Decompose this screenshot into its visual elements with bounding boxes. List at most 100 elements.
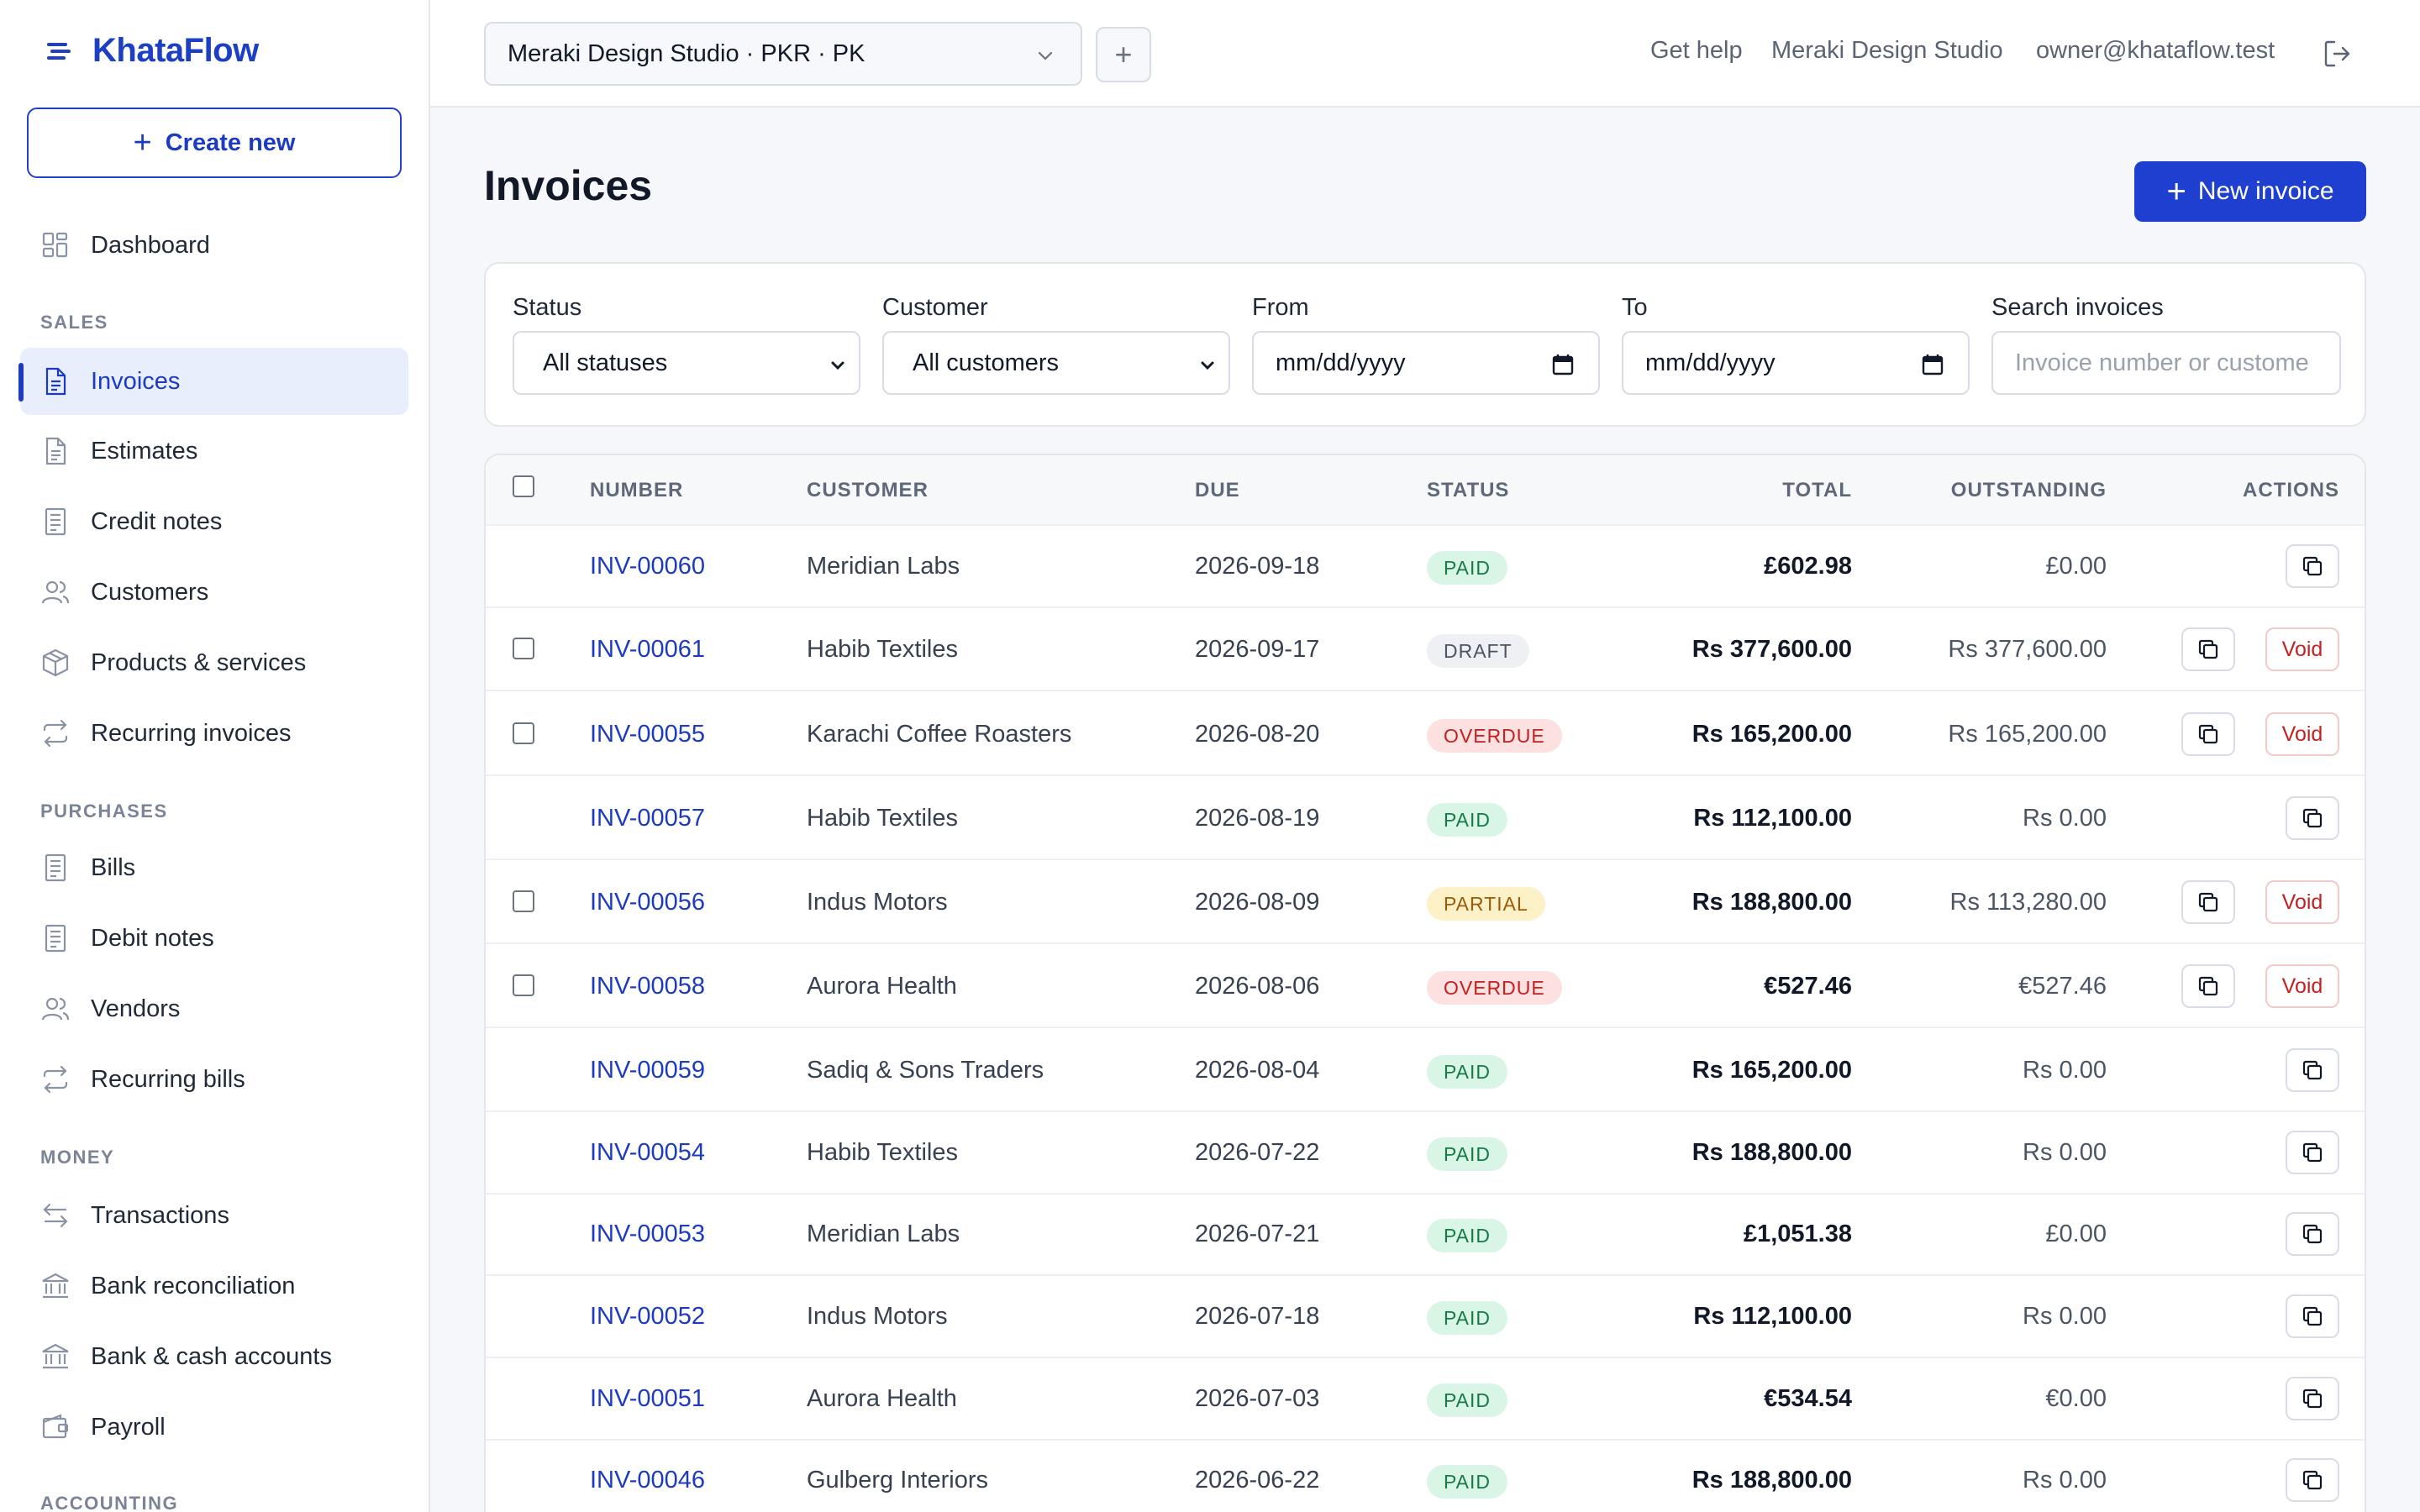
invoice-number-link[interactable]: INV-00054 (590, 1139, 706, 1166)
invoice-number-link[interactable]: INV-00046 (590, 1467, 706, 1494)
void-invoice-button[interactable]: Void (2265, 964, 2339, 1008)
brand[interactable]: KhataFlow (44, 32, 259, 70)
status-badge: OVERDUE (1427, 719, 1562, 753)
from-date-value: mm/dd/yyyy (1276, 349, 1406, 376)
calendar-icon[interactable] (1551, 353, 1575, 376)
sidebar-item-credit-notes[interactable]: Credit notes (20, 488, 408, 555)
customer-filter-value: All customers (913, 349, 1060, 376)
from-date-label: From (1252, 294, 1309, 321)
status-badge: PAID (1427, 1301, 1507, 1335)
invoice-number-link[interactable]: INV-00052 (590, 1303, 706, 1330)
sidebar-item-transactions[interactable]: Transactions (20, 1182, 408, 1249)
transfer-arrows-icon (43, 1203, 68, 1228)
user-email-link[interactable]: owner@khataflow.test (2036, 37, 2275, 64)
customer-name: Karachi Coffee Roasters (807, 721, 1072, 748)
sidebar-item-label: Payroll (91, 1413, 166, 1441)
duplicate-invoice-button[interactable] (2286, 1048, 2339, 1092)
to-date-input[interactable]: mm/dd/yyyy (1622, 331, 1970, 395)
invoice-outstanding: Rs 0.00 (2023, 1057, 2107, 1084)
invoice-number-link[interactable]: INV-00060 (590, 553, 706, 580)
sidebar-item-dashboard[interactable]: Dashboard (20, 212, 408, 279)
row-select-checkbox[interactable] (513, 890, 534, 912)
invoice-number-link[interactable]: INV-00058 (590, 973, 706, 1000)
sidebar-item-vendors[interactable]: Vendors (20, 975, 408, 1042)
column-header-total[interactable]: TOTAL (1782, 479, 1852, 501)
table-row: INV-00061 Habib Textiles 2026-09-17 DRAFT Rs… (486, 609, 2365, 691)
receipt-icon (45, 924, 66, 953)
dashboard-icon (42, 232, 68, 258)
search-label: Search invoices (1991, 294, 2164, 321)
invoice-number-link[interactable]: INV-00051 (590, 1385, 706, 1412)
column-header-outstanding[interactable]: OUTSTANDING (1950, 479, 2107, 501)
row-select-checkbox[interactable] (513, 638, 534, 659)
search-placeholder: Invoice number or custome (2015, 349, 2309, 376)
sidebar-item-recurring-invoices[interactable]: Recurring invoices (20, 700, 408, 767)
sidebar-item-payroll[interactable]: Payroll (20, 1394, 408, 1461)
column-header-due[interactable]: DUE (1195, 479, 1240, 501)
sidebar-item-products-services[interactable]: Products & services (20, 629, 408, 696)
duplicate-invoice-button[interactable] (2286, 1377, 2339, 1420)
sidebar-item-invoices[interactable]: Invoices (18, 348, 408, 415)
customer-filter-label: Customer (882, 294, 988, 321)
void-invoice-button[interactable]: Void (2265, 627, 2339, 671)
invoice-number-link[interactable]: INV-00055 (590, 721, 706, 748)
get-help-link[interactable]: Get help (1650, 37, 1743, 64)
duplicate-invoice-button[interactable] (2181, 880, 2235, 924)
row-select-checkbox[interactable] (513, 974, 534, 996)
sidebar-item-recurring-bills[interactable]: Recurring bills (20, 1046, 408, 1113)
sidebar-item-customers[interactable]: Customers (20, 559, 408, 626)
create-new-button[interactable]: + Create new (27, 108, 402, 178)
duplicate-invoice-button[interactable] (2181, 627, 2235, 671)
sidebar-item-estimates[interactable]: Estimates (20, 417, 408, 485)
duplicate-invoice-button[interactable] (2286, 796, 2339, 840)
status-badge: PAID (1427, 1383, 1507, 1417)
column-header-status[interactable]: STATUS (1427, 479, 1510, 501)
bank-icon (42, 1343, 69, 1369)
invoice-outstanding: Rs 0.00 (2023, 1139, 2107, 1166)
sidebar-item-bills[interactable]: Bills (20, 834, 408, 901)
duplicate-invoice-button[interactable] (2286, 544, 2339, 588)
sidebar-item-label: Recurring invoices (91, 719, 292, 747)
column-header-customer[interactable]: CUSTOMER (807, 479, 929, 501)
create-new-label: Create new (165, 129, 296, 156)
duplicate-invoice-button[interactable] (2181, 712, 2235, 756)
sidebar-item-bank-cash-accounts[interactable]: Bank & cash accounts (20, 1323, 408, 1390)
sidebar-item-label: Bills (91, 853, 136, 881)
customer-filter-select[interactable]: All customers (882, 331, 1230, 395)
invoice-number-link[interactable]: INV-00056 (590, 889, 706, 916)
invoice-number-link[interactable]: INV-00059 (590, 1057, 706, 1084)
logout-icon[interactable] (2321, 37, 2354, 71)
organization-name-link[interactable]: Meraki Design Studio (1771, 37, 2003, 64)
duplicate-invoice-button[interactable] (2286, 1131, 2339, 1174)
copy-icon (2198, 724, 2218, 744)
sidebar-item-debit-notes[interactable]: Debit notes (20, 905, 408, 972)
organization-select[interactable]: Meraki Design Studio · PKR · PK (484, 22, 1082, 86)
void-invoice-button[interactable]: Void (2265, 712, 2339, 756)
duplicate-invoice-button[interactable] (2286, 1294, 2339, 1338)
search-input[interactable]: Invoice number or custome (1991, 331, 2341, 395)
void-invoice-button[interactable]: Void (2265, 880, 2339, 924)
customer-name: Aurora Health (807, 1385, 957, 1412)
duplicate-invoice-button[interactable] (2286, 1212, 2339, 1256)
plus-icon: + (2166, 173, 2186, 210)
calendar-icon[interactable] (1921, 353, 1944, 376)
row-select-checkbox[interactable] (513, 722, 534, 744)
select-all-checkbox[interactable] (513, 475, 534, 497)
status-filter-select[interactable]: All statuses (513, 331, 860, 395)
status-badge: PAID (1427, 1055, 1507, 1089)
organization-select-value: Meraki Design Studio · PKR · PK (508, 39, 865, 67)
duplicate-invoice-button[interactable] (2181, 964, 2235, 1008)
new-invoice-button[interactable]: + New invoice (2134, 161, 2366, 222)
add-organization-button[interactable]: + (1096, 27, 1151, 82)
column-header-number[interactable]: NUMBER (590, 479, 684, 501)
invoice-number-link[interactable]: INV-00057 (590, 805, 706, 832)
bank-icon (42, 1273, 69, 1299)
chevron-down-icon (1201, 361, 1214, 370)
copy-icon (2198, 976, 2218, 996)
duplicate-invoice-button[interactable] (2286, 1458, 2339, 1502)
new-invoice-label: New invoice (2197, 177, 2334, 205)
from-date-input[interactable]: mm/dd/yyyy (1252, 331, 1600, 395)
invoice-number-link[interactable]: INV-00053 (590, 1221, 706, 1247)
invoice-number-link[interactable]: INV-00061 (590, 636, 706, 663)
sidebar-item-bank-reconciliation[interactable]: Bank reconciliation (20, 1252, 408, 1320)
